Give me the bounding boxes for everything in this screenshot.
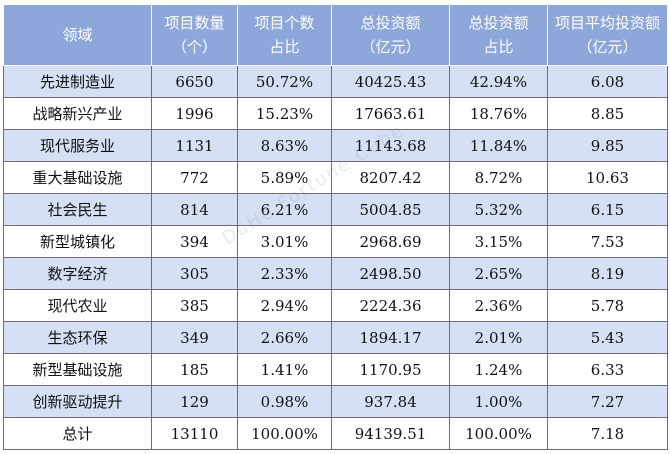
count-share-cell: 50.72% bbox=[237, 65, 332, 98]
domain-cell: 战略新兴产业 bbox=[3, 97, 152, 130]
total-investment-cell: 2224.36 bbox=[331, 289, 450, 322]
project-count-cell: 6650 bbox=[151, 65, 238, 98]
count-share-cell: 100.00% bbox=[237, 417, 332, 450]
header-domain: 领域 bbox=[3, 4, 152, 66]
avg-investment-cell: 9.85 bbox=[547, 129, 668, 162]
project-count-cell: 1996 bbox=[151, 97, 238, 130]
domain-cell: 重大基础设施 bbox=[3, 161, 152, 194]
investment-table-container: 领域 项目数量 （个） 项目个数 占比 总投资额 （亿元） 总投资额 占比 项目平均投资… bbox=[3, 4, 668, 450]
total-investment-cell: 1170.95 bbox=[331, 353, 450, 386]
total-investment-cell: 937.84 bbox=[331, 385, 450, 418]
domain-cell: 现代服务业 bbox=[3, 129, 152, 162]
table-row: 数字经济 305 2.33% 2498.50 2.65% 8.19 bbox=[3, 257, 668, 290]
project-count-cell: 305 bbox=[151, 257, 238, 290]
project-count-cell: 394 bbox=[151, 225, 238, 258]
count-share-cell: 8.63% bbox=[237, 129, 332, 162]
total-investment-cell: 94139.51 bbox=[331, 417, 450, 450]
domain-cell: 先进制造业 bbox=[3, 65, 152, 98]
header-row: 领域 项目数量 （个） 项目个数 占比 总投资额 （亿元） 总投资额 占比 项目平均投资… bbox=[3, 4, 668, 66]
count-share-cell: 15.23% bbox=[237, 97, 332, 130]
domain-cell: 生态环保 bbox=[3, 321, 152, 354]
total-investment-cell: 1894.17 bbox=[331, 321, 450, 354]
table-row: 战略新兴产业 1996 15.23% 17663.61 18.76% 8.85 bbox=[3, 97, 668, 130]
total-investment-cell: 8207.42 bbox=[331, 161, 450, 194]
domain-cell: 创新驱动提升 bbox=[3, 385, 152, 418]
domain-cell: 新型城镇化 bbox=[3, 225, 152, 258]
project-count-cell: 13110 bbox=[151, 417, 238, 450]
investment-share-cell: 1.24% bbox=[449, 353, 548, 386]
investment-table: 领域 项目数量 （个） 项目个数 占比 总投资额 （亿元） 总投资额 占比 项目平均投资… bbox=[3, 4, 668, 450]
project-count-cell: 349 bbox=[151, 321, 238, 354]
avg-investment-cell: 7.27 bbox=[547, 385, 668, 418]
header-avg-investment: 项目平均投资额 （亿元） bbox=[547, 4, 668, 66]
total-label-cell: 总计 bbox=[3, 417, 152, 450]
avg-investment-cell: 6.15 bbox=[547, 193, 668, 226]
investment-share-cell: 2.36% bbox=[449, 289, 548, 322]
domain-cell: 新型基础设施 bbox=[3, 353, 152, 386]
domain-cell: 数字经济 bbox=[3, 257, 152, 290]
avg-investment-cell: 7.53 bbox=[547, 225, 668, 258]
avg-investment-cell: 5.43 bbox=[547, 321, 668, 354]
avg-investment-cell: 5.78 bbox=[547, 289, 668, 322]
project-count-cell: 185 bbox=[151, 353, 238, 386]
header-project-count: 项目数量 （个） bbox=[151, 4, 238, 66]
table-row: 社会民生 814 6.21% 5004.85 5.32% 6.15 bbox=[3, 193, 668, 226]
avg-investment-cell: 8.19 bbox=[547, 257, 668, 290]
table-row: 新型基础设施 185 1.41% 1170.95 1.24% 6.33 bbox=[3, 353, 668, 386]
count-share-cell: 3.01% bbox=[237, 225, 332, 258]
total-investment-cell: 2968.69 bbox=[331, 225, 450, 258]
avg-investment-cell: 7.18 bbox=[547, 417, 668, 450]
project-count-cell: 772 bbox=[151, 161, 238, 194]
header-total-investment: 总投资额 （亿元） bbox=[331, 4, 450, 66]
domain-cell: 现代农业 bbox=[3, 289, 152, 322]
count-share-cell: 2.94% bbox=[237, 289, 332, 322]
investment-share-cell: 5.32% bbox=[449, 193, 548, 226]
count-share-cell: 1.41% bbox=[237, 353, 332, 386]
investment-share-cell: 1.00% bbox=[449, 385, 548, 418]
avg-investment-cell: 6.33 bbox=[547, 353, 668, 386]
avg-investment-cell: 6.08 bbox=[547, 65, 668, 98]
table-row: 创新驱动提升 129 0.98% 937.84 1.00% 7.27 bbox=[3, 385, 668, 418]
investment-share-cell: 2.65% bbox=[449, 257, 548, 290]
avg-investment-cell: 10.63 bbox=[547, 161, 668, 194]
header-count-share: 项目个数 占比 bbox=[237, 4, 332, 66]
count-share-cell: 0.98% bbox=[237, 385, 332, 418]
avg-investment-cell: 8.85 bbox=[547, 97, 668, 130]
project-count-cell: 129 bbox=[151, 385, 238, 418]
total-investment-cell: 5004.85 bbox=[331, 193, 450, 226]
count-share-cell: 6.21% bbox=[237, 193, 332, 226]
investment-share-cell: 11.84% bbox=[449, 129, 548, 162]
investment-share-cell: 8.72% bbox=[449, 161, 548, 194]
investment-share-cell: 2.01% bbox=[449, 321, 548, 354]
total-investment-cell: 40425.43 bbox=[331, 65, 450, 98]
table-row: 重大基础设施 772 5.89% 8207.42 8.72% 10.63 bbox=[3, 161, 668, 194]
header-investment-share: 总投资额 占比 bbox=[449, 4, 548, 66]
table-row: 现代农业 385 2.94% 2224.36 2.36% 5.78 bbox=[3, 289, 668, 322]
table-row: 现代服务业 1131 8.63% 11143.68 11.84% 9.85 bbox=[3, 129, 668, 162]
project-count-cell: 814 bbox=[151, 193, 238, 226]
total-investment-cell: 11143.68 bbox=[331, 129, 450, 162]
table-row: 生态环保 349 2.66% 1894.17 2.01% 5.43 bbox=[3, 321, 668, 354]
count-share-cell: 2.66% bbox=[237, 321, 332, 354]
table-row: 新型城镇化 394 3.01% 2968.69 3.15% 7.53 bbox=[3, 225, 668, 258]
total-investment-cell: 2498.50 bbox=[331, 257, 450, 290]
table-row: 先进制造业 6650 50.72% 40425.43 42.94% 6.08 bbox=[3, 65, 668, 98]
total-investment-cell: 17663.61 bbox=[331, 97, 450, 130]
total-row: 总计 13110 100.00% 94139.51 100.00% 7.18 bbox=[3, 417, 668, 450]
investment-share-cell: 100.00% bbox=[449, 417, 548, 450]
count-share-cell: 5.89% bbox=[237, 161, 332, 194]
investment-share-cell: 3.15% bbox=[449, 225, 548, 258]
project-count-cell: 1131 bbox=[151, 129, 238, 162]
investment-share-cell: 18.76% bbox=[449, 97, 548, 130]
project-count-cell: 385 bbox=[151, 289, 238, 322]
domain-cell: 社会民生 bbox=[3, 193, 152, 226]
count-share-cell: 2.33% bbox=[237, 257, 332, 290]
investment-share-cell: 42.94% bbox=[449, 65, 548, 98]
